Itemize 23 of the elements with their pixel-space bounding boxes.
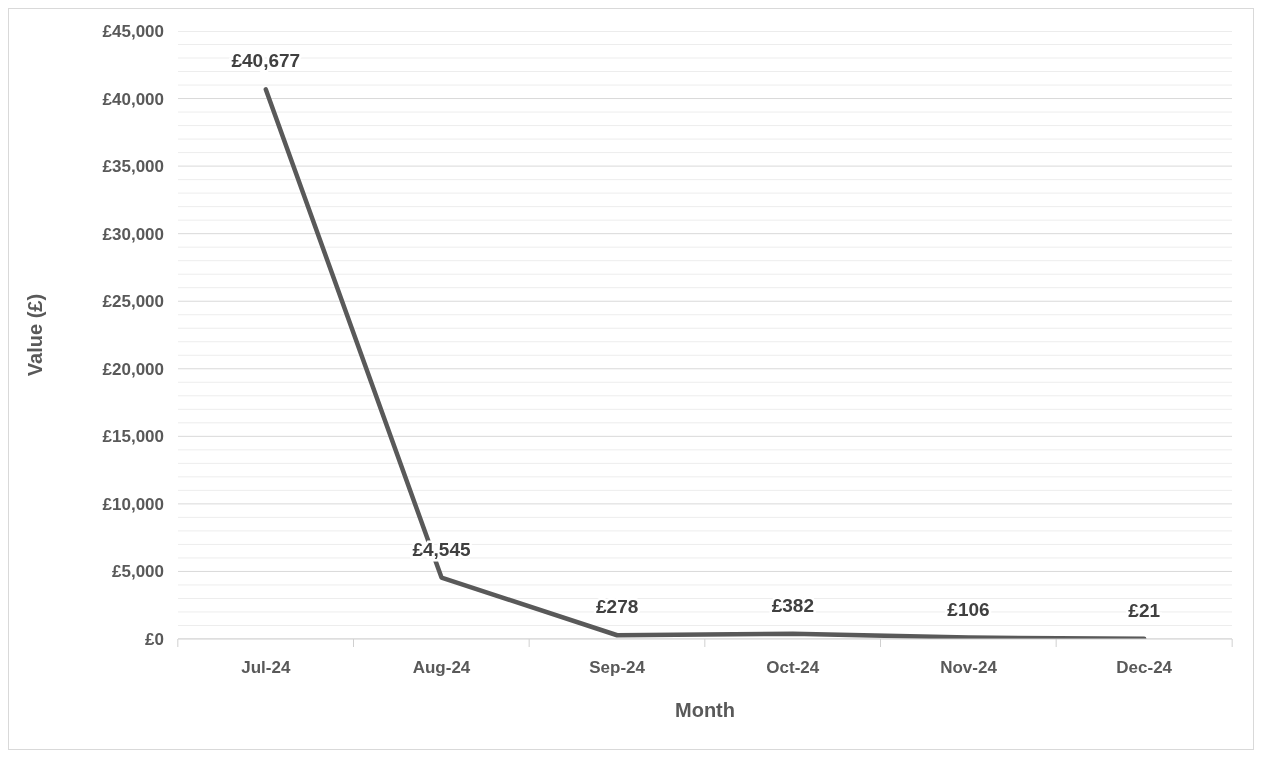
y-tick-label: £0: [145, 630, 164, 649]
y-tick-label: £30,000: [102, 224, 164, 244]
y-tick-label: £20,000: [102, 359, 164, 379]
x-tick-label: Sep-24: [589, 658, 646, 677]
data-label: £278: [596, 596, 639, 618]
y-tick-label: £25,000: [102, 292, 164, 312]
y-tick-label: £45,000: [102, 22, 164, 41]
y-tick-label: £40,000: [102, 89, 164, 109]
x-tick-label: Aug-24: [412, 658, 471, 677]
data-label: £40,677: [231, 50, 301, 72]
x-tick-label: Oct-24: [766, 658, 820, 677]
x-tick-label: Nov-24: [940, 658, 998, 677]
y-tick-label: £15,000: [102, 427, 164, 447]
x-tick-label: Dec-24: [1116, 658, 1173, 677]
x-tick-label: Jul-24: [241, 658, 291, 677]
y-axis-title: Value (£): [24, 293, 47, 377]
data-label: £382: [771, 594, 814, 616]
x-axis-title: Month: [675, 699, 735, 721]
data-label: £21: [1128, 599, 1161, 621]
y-tick-label: £5,000: [112, 562, 164, 582]
y-tick-label: £10,000: [102, 494, 164, 514]
y-tick-label: £35,000: [102, 157, 164, 177]
data-label: £106: [947, 598, 990, 620]
